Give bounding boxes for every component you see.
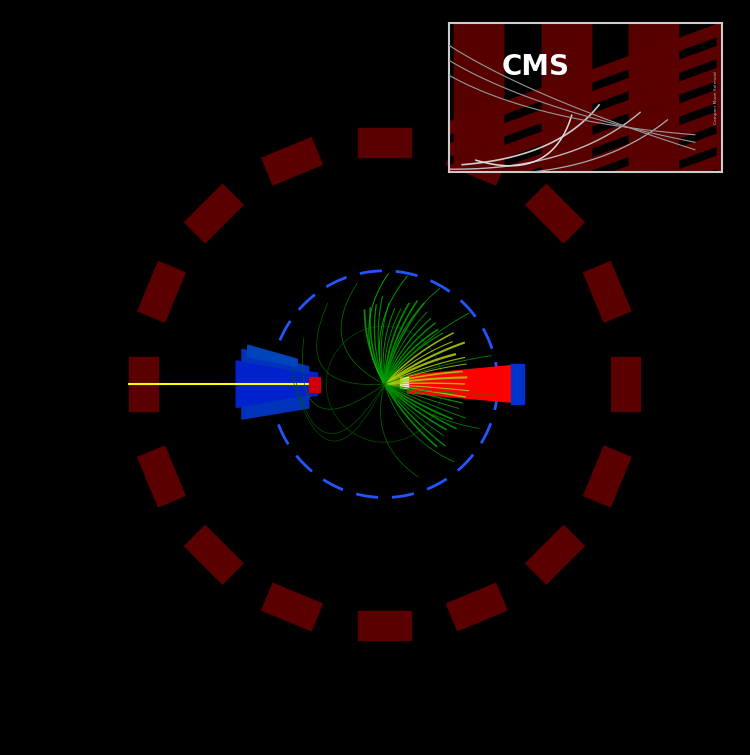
Bar [184,184,243,243]
Bar [584,446,631,507]
Polygon shape [454,23,503,172]
Bar [526,525,584,584]
Polygon shape [542,23,591,172]
Polygon shape [236,361,317,408]
Polygon shape [613,23,750,172]
Polygon shape [366,23,416,172]
Polygon shape [366,23,416,172]
Bar [310,378,320,393]
Polygon shape [492,23,750,172]
Bar [584,262,631,322]
Polygon shape [629,23,679,172]
Polygon shape [629,23,679,172]
Polygon shape [408,365,512,402]
Bar [511,365,524,404]
Polygon shape [542,23,591,172]
Polygon shape [454,23,503,172]
Polygon shape [366,23,416,172]
Bar [138,262,185,322]
Polygon shape [454,23,503,172]
Text: Compact Muon Solenoid: Compact Muon Solenoid [714,71,718,124]
Bar [184,525,243,584]
Bar [138,446,185,507]
Polygon shape [432,23,750,172]
Polygon shape [717,23,750,172]
Polygon shape [717,23,750,172]
Polygon shape [717,23,750,172]
Bar [446,137,507,185]
Polygon shape [717,23,750,172]
Bar [611,357,640,411]
Bar [129,357,158,411]
Polygon shape [542,23,591,172]
Polygon shape [553,23,750,172]
Polygon shape [629,23,679,172]
Polygon shape [734,23,750,172]
Polygon shape [629,23,679,172]
Polygon shape [242,396,309,419]
Polygon shape [454,23,503,172]
Text: CMS: CMS [502,54,570,82]
Bar [526,184,584,243]
Polygon shape [312,23,750,172]
Bar [358,128,411,158]
Polygon shape [629,23,679,172]
Bar [358,611,411,640]
Bar [262,137,322,185]
Polygon shape [717,23,750,172]
Bar [446,584,507,630]
Polygon shape [372,23,750,172]
Polygon shape [673,23,750,172]
Polygon shape [366,23,416,172]
Polygon shape [242,350,309,372]
Polygon shape [248,345,297,366]
Polygon shape [454,23,503,172]
Bar [400,377,408,388]
Polygon shape [542,23,591,172]
Polygon shape [366,23,416,172]
Bar [262,584,322,630]
Polygon shape [542,23,591,172]
